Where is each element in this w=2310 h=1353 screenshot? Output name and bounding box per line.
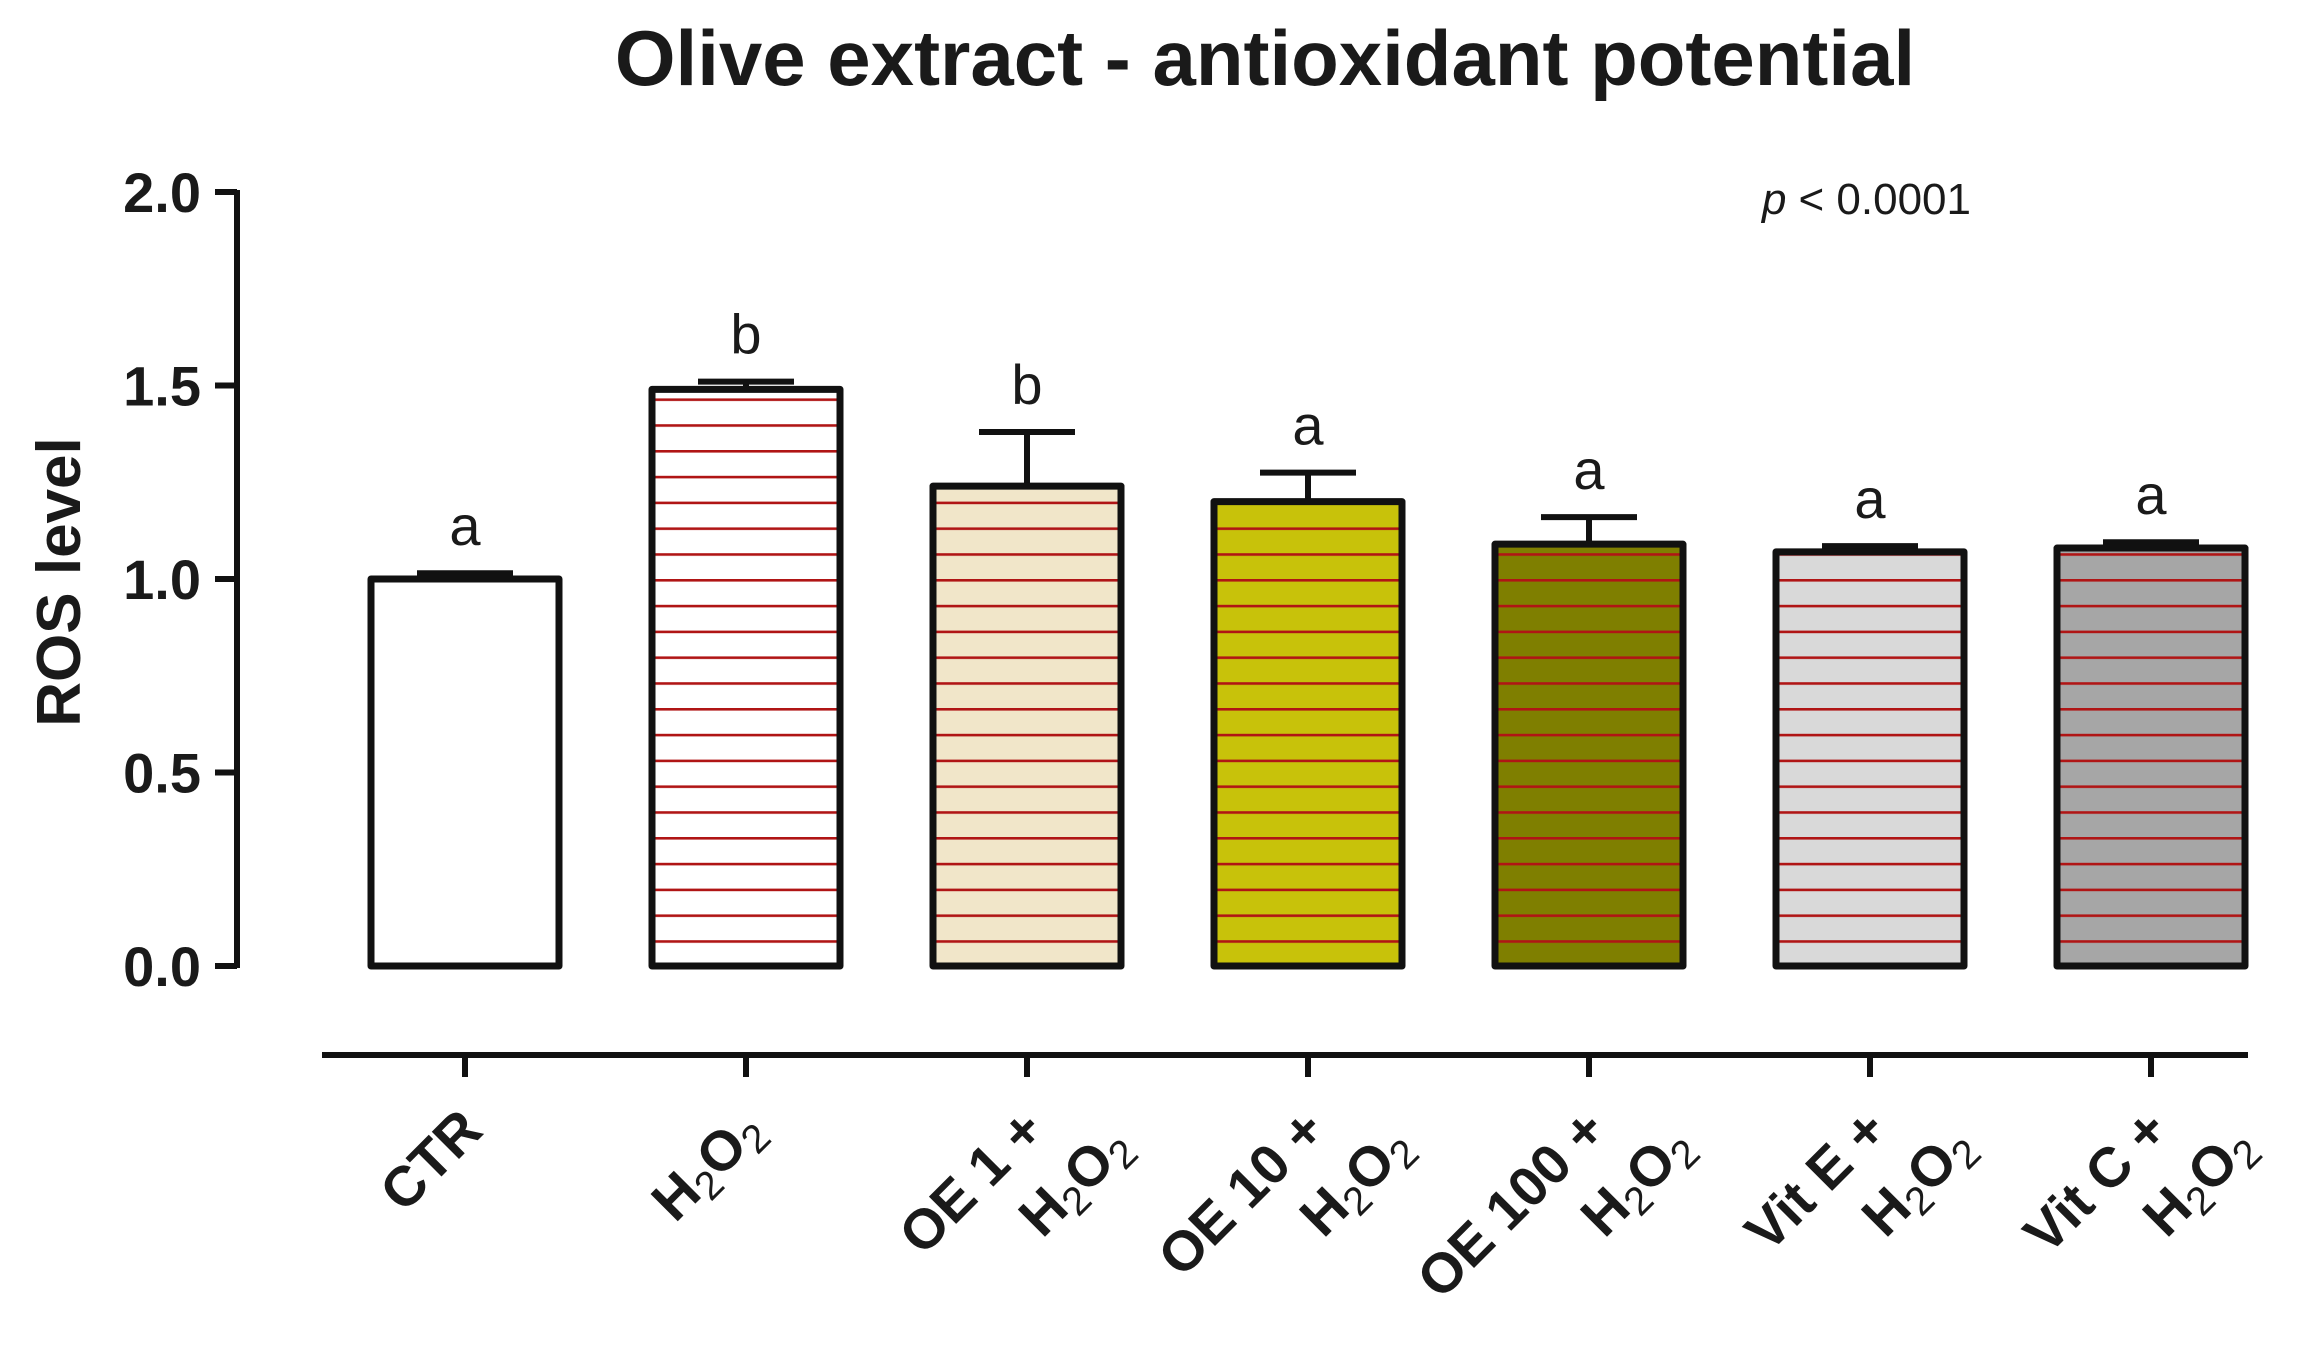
x-tick-label: Vit E +H2O2 (1733, 1097, 1990, 1263)
bar-outline (367, 575, 563, 970)
significance-label: b (730, 303, 761, 366)
significance-label: a (1854, 467, 1886, 530)
significance-label: a (1292, 394, 1324, 457)
significance-label: a (449, 494, 481, 557)
bar-outline (2053, 544, 2249, 970)
y-axis-label: ROS level (25, 437, 94, 726)
x-tick-label: OE 10 +H2O2 (1146, 1097, 1428, 1288)
bar-hatch (2057, 548, 2245, 966)
bar-group: a (1210, 394, 1406, 970)
bar-group: a (1772, 467, 1968, 970)
p-symbol: p (1760, 175, 1786, 224)
significance-label: a (2135, 463, 2167, 526)
significance-label: b (1011, 353, 1042, 416)
bar-outline (929, 482, 1125, 970)
bars: a b b a a a a (367, 303, 2249, 970)
y-axis: 0.0 0.5 1.0 1.5 2.0 (123, 161, 240, 998)
bar-group: b (929, 353, 1125, 970)
svg-text:p< 0.0001: p < 0.0001 (1760, 175, 1971, 224)
bar-hatch (652, 389, 840, 966)
bar-group: a (367, 494, 563, 970)
significance-label: a (1573, 438, 1605, 501)
bar-outline (1772, 548, 1968, 970)
bar-hatch (933, 486, 1121, 966)
p-value-text: < 0.0001 (1798, 175, 1971, 224)
bar-group: b (648, 303, 844, 970)
bar-hatch (1495, 544, 1683, 966)
x-tick-label: OE 1 +H2O2 (887, 1097, 1147, 1266)
svg-text:CTR: CTR (368, 1097, 494, 1223)
bar-hatch (1776, 551, 1964, 966)
bar-outline (1491, 540, 1687, 970)
bar-outline (648, 385, 844, 970)
chart-title: Olive extract - antioxidant potential (615, 14, 1915, 102)
bar-hatch (1214, 501, 1402, 966)
y-tick-label: 0.5 (123, 742, 201, 805)
y-tick-label: 1.0 (123, 548, 201, 611)
y-tick-label: 2.0 (123, 161, 201, 224)
x-tick-label: H2O2 (639, 1097, 779, 1237)
x-tick-label: CTR (368, 1097, 494, 1223)
bar-group: a (1491, 438, 1687, 970)
x-tick-label: Vit C +H2O2 (2011, 1097, 2270, 1265)
bar-outline (1210, 498, 1406, 970)
x-tick-label: OE 100 +H2O2 (1405, 1097, 1709, 1310)
y-tick-label: 1.5 (123, 355, 201, 418)
bar-group: a (2053, 463, 2249, 970)
y-tick-label: 0.0 (123, 935, 201, 998)
bar (371, 579, 559, 966)
p-value-annotation: p < 0.0001 (1760, 175, 1971, 224)
svg-text:H2O2: H2O2 (639, 1097, 779, 1237)
